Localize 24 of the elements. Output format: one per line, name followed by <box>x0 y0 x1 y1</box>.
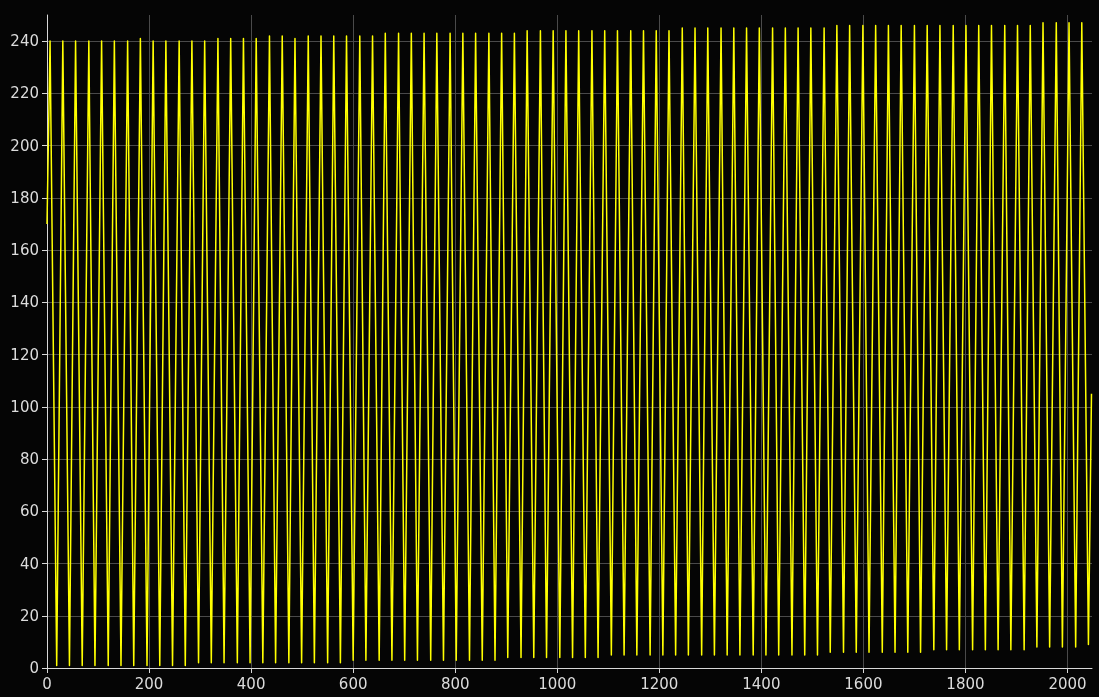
y-tick-label: 140 <box>10 293 39 312</box>
x-tick-label: 1800 <box>946 674 985 693</box>
x-tick-label: 1000 <box>538 674 577 693</box>
x-tick-label: 0 <box>42 674 52 693</box>
y-tick-label: 160 <box>10 241 39 260</box>
x-tick-label: 1600 <box>844 674 883 693</box>
y-tick-label: 60 <box>19 502 39 521</box>
y-tick-label: 0 <box>29 659 39 677</box>
x-tick-label: 2000 <box>1048 674 1087 693</box>
y-tick-label: 180 <box>10 188 39 207</box>
y-tick-label: 200 <box>10 136 39 155</box>
x-tick-label: 600 <box>338 674 368 693</box>
y-tick-label: 120 <box>10 345 39 364</box>
y-tick-label: 220 <box>10 84 39 103</box>
x-tick-label: 800 <box>440 674 470 693</box>
x-tick-label: 400 <box>236 674 266 693</box>
y-tick-label: 40 <box>19 554 39 573</box>
y-tick-label: 240 <box>10 32 39 51</box>
y-tick-label: 20 <box>19 606 39 625</box>
x-tick-label: 1400 <box>742 674 781 693</box>
y-tick-label: 100 <box>10 397 39 416</box>
y-tick-label: 80 <box>19 450 39 469</box>
x-tick-label: 200 <box>134 674 164 693</box>
x-tick-label: 1200 <box>640 674 679 693</box>
